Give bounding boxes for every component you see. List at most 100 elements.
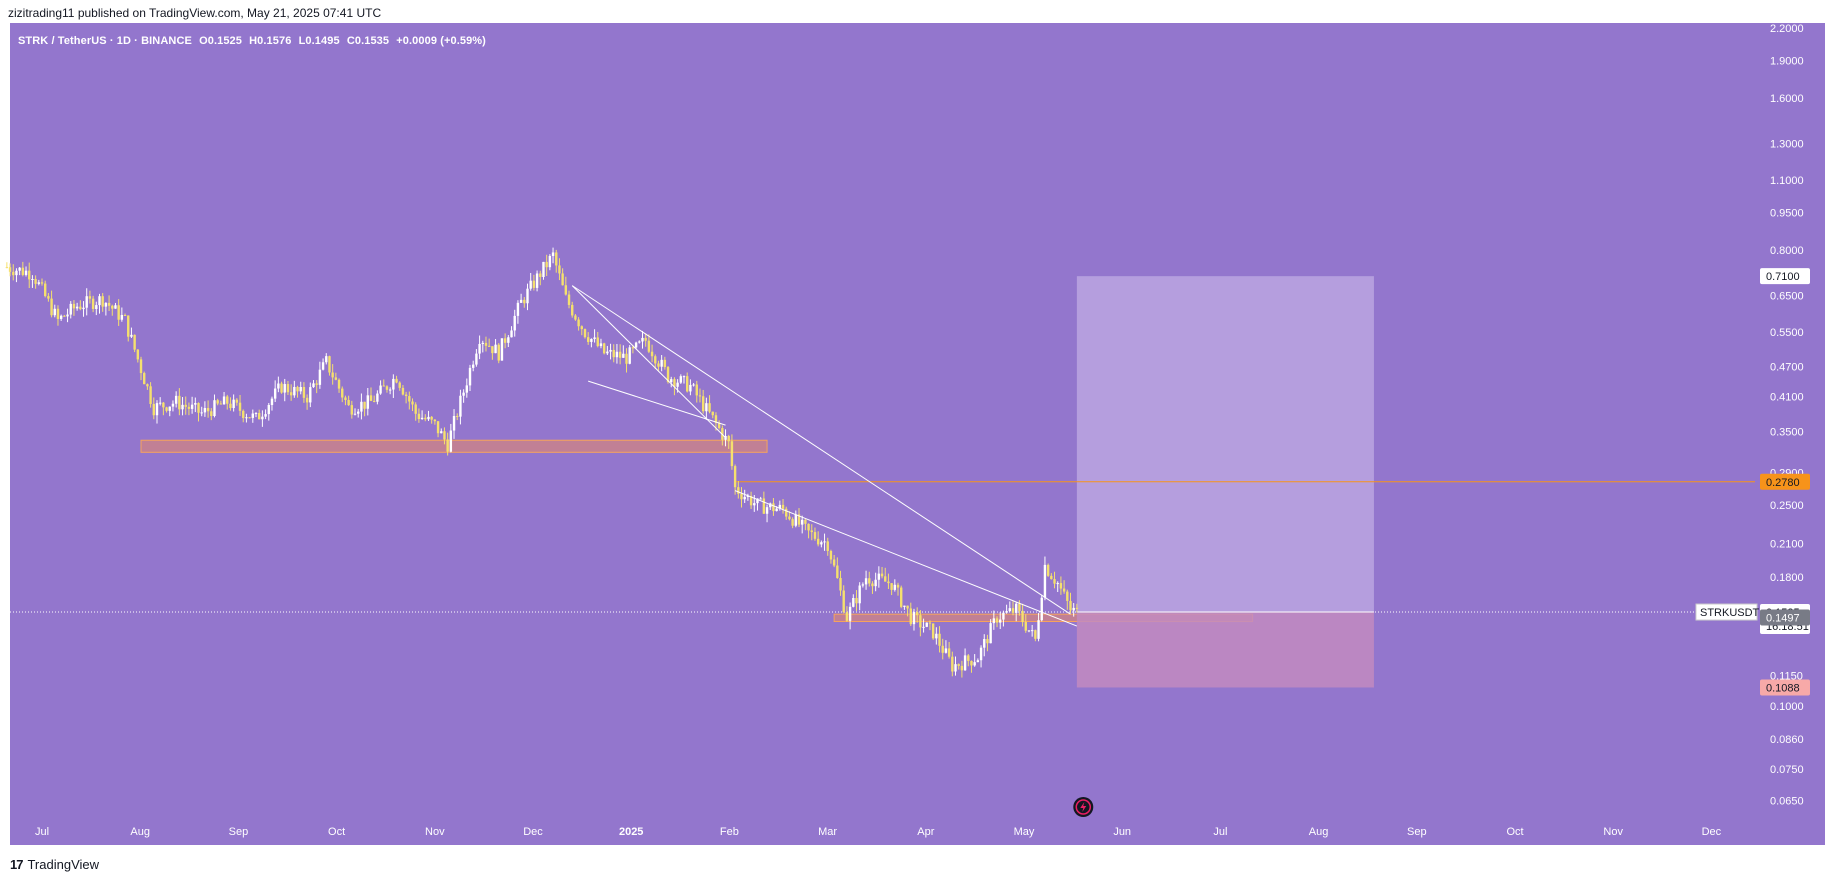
price-tick-label: 0.6500 <box>1770 291 1804 303</box>
time-axis[interactable]: Jul Aug Sep Oct Nov Dec 2025 Feb Mar Apr May Jun Jul… <box>35 826 1722 838</box>
news-marker[interactable] <box>1073 797 1094 817</box>
candle-body <box>491 346 494 354</box>
candlesticks <box>5 247 1079 678</box>
price-axis[interactable]: 2.2000 1.9000 1.6000 1.3000 1.1000 0.9500 0.80… <box>1755 23 1825 845</box>
symbol-badge <box>1695 603 1758 621</box>
candle-body <box>513 315 516 331</box>
candle-body <box>596 337 599 347</box>
candle-body <box>459 395 462 417</box>
candle-body <box>213 400 216 417</box>
candle-body <box>650 351 654 357</box>
candle-body <box>874 579 877 587</box>
candle-body <box>1008 608 1012 612</box>
candle-body <box>737 487 740 494</box>
tradingview-logo[interactable]: 17 TradingView <box>10 857 99 872</box>
trendline-1 <box>571 285 1071 615</box>
symbol-name[interactable]: STRK / TetherUS · 1D · BINANCE <box>18 35 192 47</box>
candle-body <box>184 404 187 407</box>
price-tick-label: 1.6000 <box>1770 93 1804 105</box>
candle-body <box>1059 583 1063 589</box>
candle-body <box>296 386 299 392</box>
candle-body <box>995 618 999 623</box>
candle-body <box>436 421 440 434</box>
candle-body <box>334 377 338 380</box>
candle-body <box>398 382 401 388</box>
candle-body <box>337 379 341 389</box>
candle-body <box>1024 622 1027 631</box>
candle-body <box>670 379 673 383</box>
candle-body <box>622 353 625 358</box>
candle-body <box>91 298 95 309</box>
candle-body <box>1005 611 1008 613</box>
candle-body <box>433 419 437 422</box>
candle-body <box>848 606 852 621</box>
candle-body <box>462 392 465 396</box>
candle-body <box>283 384 286 393</box>
price-badge-stop <box>1760 679 1810 696</box>
trendline-3 <box>588 380 726 426</box>
time-tick-label: Nov <box>1603 826 1623 838</box>
candle-body <box>705 403 708 412</box>
candle-body <box>852 598 855 607</box>
candle-body <box>12 271 15 276</box>
candle-body <box>95 305 98 309</box>
candle-body <box>791 519 794 526</box>
time-tick-label: Sep <box>1407 826 1427 838</box>
candle-body <box>152 403 155 416</box>
candle-body <box>679 376 683 383</box>
candle-body <box>494 344 497 354</box>
price-badge-text: 0.1088 <box>1766 683 1800 695</box>
candle-body <box>858 585 861 604</box>
candle-body <box>72 303 76 309</box>
price-badge-low <box>1760 609 1810 626</box>
time-tick-label: Oct <box>328 826 345 838</box>
chart-area[interactable] <box>10 23 1825 845</box>
candle-body <box>832 559 836 566</box>
candle-body <box>973 662 976 666</box>
time-tick-label: Dec <box>523 826 543 838</box>
trendlines[interactable] <box>571 285 1078 627</box>
candle-body <box>232 399 235 409</box>
candle-body <box>174 395 178 404</box>
candle-body <box>197 403 200 413</box>
target-zone <box>1076 276 1374 613</box>
candle-body <box>954 664 957 672</box>
candle-body <box>206 408 210 412</box>
candle-body <box>820 542 823 545</box>
candle-body <box>772 503 775 512</box>
candle-body <box>634 342 638 348</box>
candle-body <box>388 389 392 391</box>
candle-body <box>775 508 778 512</box>
candle-body <box>242 410 245 418</box>
lightning-icon <box>1080 802 1087 812</box>
candle-body <box>673 379 676 387</box>
trendline-4 <box>734 490 1078 627</box>
candle-body <box>15 270 18 276</box>
candle-body <box>360 401 363 412</box>
time-tick-label: Jun <box>1113 826 1131 838</box>
candle-body <box>299 386 302 392</box>
candle-body <box>730 441 734 467</box>
support-zone-1 <box>140 439 768 453</box>
ohlc-low: L0.1495 <box>298 35 340 47</box>
price-badge-text: 0.2780 <box>1766 477 1800 489</box>
candle-body <box>481 342 484 344</box>
candle-body <box>861 584 865 586</box>
candle-body <box>880 573 884 577</box>
candle-body <box>503 338 507 343</box>
candle-body <box>647 340 651 352</box>
time-tick-label: Apr <box>917 826 934 838</box>
candle-body <box>484 342 488 346</box>
long-position-tool[interactable] <box>10 276 1755 688</box>
candle-body <box>104 302 108 307</box>
candle-body <box>53 308 56 316</box>
price-badge-target <box>1760 268 1810 285</box>
candle-body <box>957 664 960 666</box>
candle-body <box>823 541 826 543</box>
candle-body <box>609 349 612 352</box>
candle-body <box>379 385 382 394</box>
candle-body <box>788 516 791 520</box>
price-tick-label: 0.1150 <box>1770 670 1803 682</box>
candle-body <box>1069 600 1072 611</box>
